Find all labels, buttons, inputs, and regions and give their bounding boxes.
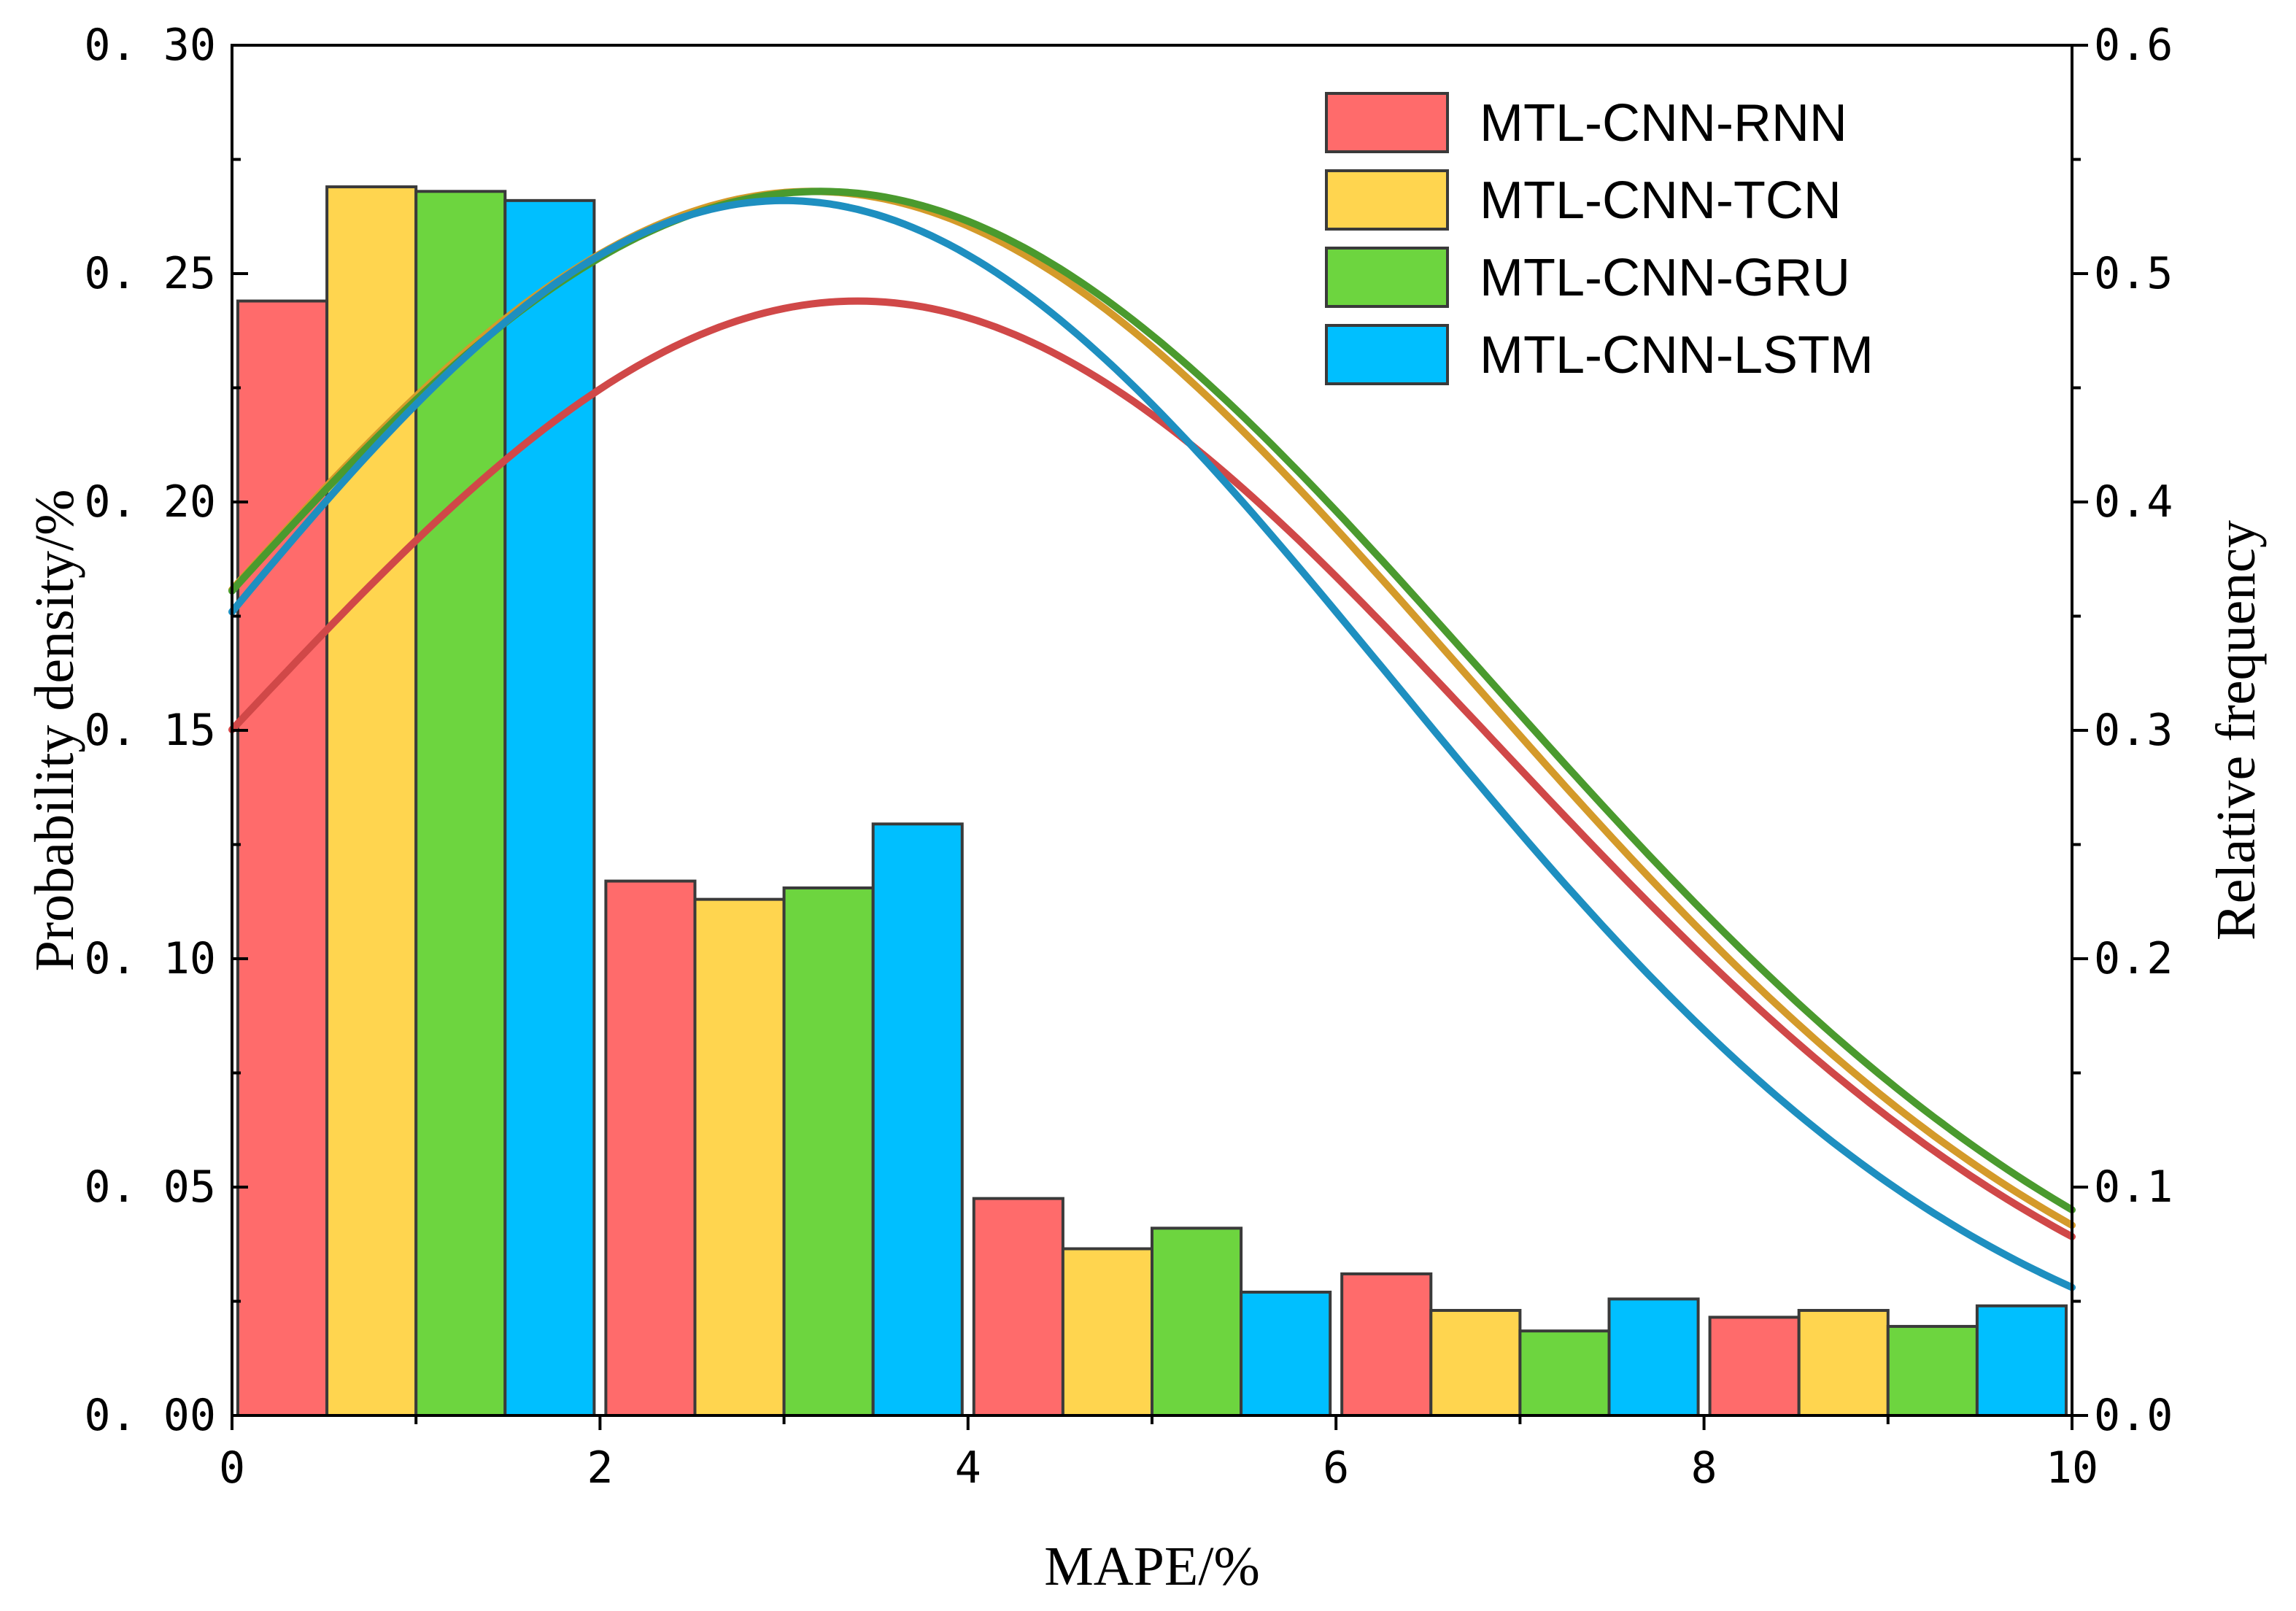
bar-mtl-cnn-rnn-bin-1 bbox=[604, 879, 697, 1417]
y-right-tick-label: 0.2 bbox=[2094, 933, 2173, 984]
legend-label-mtl-cnn-tcn: MTL-CNN-TCN bbox=[1480, 171, 1841, 230]
bar-mtl-cnn-gru-bin-2 bbox=[1151, 1226, 1243, 1417]
y-tick-label: 0. 30 bbox=[84, 20, 216, 71]
bar-mtl-cnn-tcn-bin-3 bbox=[1429, 1309, 1522, 1418]
y-right-tick-label: 0.6 bbox=[2094, 20, 2173, 71]
y-right-tick-label: 0.1 bbox=[2094, 1162, 2173, 1213]
legend-label-mtl-cnn-lstm: MTL-CNN-LSTM bbox=[1480, 326, 1874, 385]
x-tick-label: 6 bbox=[1323, 1442, 1349, 1494]
legend-swatch-mtl-cnn-tcn bbox=[1325, 169, 1449, 231]
bars-layer bbox=[236, 185, 2068, 1418]
x-tick-label: 4 bbox=[955, 1442, 981, 1494]
curve-mtl-cnn-lstm bbox=[228, 196, 2076, 1291]
y-tick-label: 0. 10 bbox=[84, 933, 216, 984]
bar-mtl-cnn-gru-bin-0 bbox=[414, 190, 507, 1418]
bar-mtl-cnn-gru-bin-4 bbox=[1886, 1324, 1979, 1418]
y-tick-label: 0. 15 bbox=[84, 705, 216, 756]
y-tick-label: 0. 00 bbox=[84, 1390, 216, 1441]
bar-mtl-cnn-rnn-bin-4 bbox=[1708, 1316, 1801, 1418]
bar-mtl-cnn-lstm-bin-2 bbox=[1240, 1290, 1332, 1417]
bar-mtl-cnn-tcn-bin-1 bbox=[693, 897, 786, 1417]
bar-mtl-cnn-rnn-bin-3 bbox=[1340, 1272, 1433, 1417]
legend-swatch-mtl-cnn-gru bbox=[1325, 247, 1449, 308]
curve-mtl-cnn-rnn bbox=[228, 297, 2076, 1240]
bar-mtl-cnn-rnn-bin-2 bbox=[972, 1197, 1064, 1418]
x-tick-label: 10 bbox=[2046, 1442, 2098, 1494]
y-axis-title: Probability density/% bbox=[24, 490, 85, 972]
legend-label-mtl-cnn-rnn: MTL-CNN-RNN bbox=[1480, 94, 1847, 152]
legend-label-mtl-cnn-gru: MTL-CNN-GRU bbox=[1480, 249, 1850, 307]
y-right-tick-label: 0.0 bbox=[2094, 1390, 2173, 1441]
legend-swatch-mtl-cnn-rnn bbox=[1325, 92, 1449, 153]
x-axis-title: MAPE/% bbox=[1044, 1536, 1260, 1597]
x-tick-label: 2 bbox=[587, 1442, 613, 1494]
x-tick-label: 8 bbox=[1691, 1442, 1717, 1494]
y-tick-label: 0. 20 bbox=[84, 476, 216, 528]
legend: MTL-CNN-RNN MTL-CNN-TCN MTL-CNN-GRU MTL-CNN… bbox=[1325, 92, 1874, 385]
y-right-tick-label: 0.3 bbox=[2094, 705, 2173, 756]
x-tick-label: 0 bbox=[219, 1442, 245, 1494]
bar-mtl-cnn-tcn-bin-0 bbox=[325, 185, 418, 1417]
bar-mtl-cnn-gru-bin-3 bbox=[1518, 1329, 1611, 1417]
bar-mtl-cnn-gru-bin-1 bbox=[782, 886, 875, 1417]
y-right-tick-label: 0.5 bbox=[2094, 248, 2173, 299]
bar-mtl-cnn-tcn-bin-4 bbox=[1797, 1309, 1890, 1418]
y-axis-right-title: Relative frequency bbox=[2206, 520, 2267, 940]
bar-mtl-cnn-lstm-bin-0 bbox=[503, 198, 596, 1418]
curves-layer bbox=[228, 188, 2076, 1291]
bar-mtl-cnn-lstm-bin-4 bbox=[1975, 1304, 2068, 1418]
legend-swatch-mtl-cnn-lstm bbox=[1325, 324, 1449, 385]
bar-mtl-cnn-rnn-bin-0 bbox=[236, 299, 329, 1417]
bar-mtl-cnn-lstm-bin-1 bbox=[871, 822, 964, 1417]
y-right-tick-label: 0.4 bbox=[2094, 476, 2173, 528]
y-tick-label: 0. 25 bbox=[84, 248, 216, 299]
y-tick-label: 0. 05 bbox=[84, 1162, 216, 1213]
bar-mtl-cnn-tcn-bin-2 bbox=[1061, 1247, 1154, 1418]
bar-mtl-cnn-lstm-bin-3 bbox=[1607, 1297, 1700, 1417]
axes-layer: 0. 00 0. 05 0. 10 0. 15 0. 20 0. 25 0. 30 0.0 0.… bbox=[84, 20, 2173, 1494]
